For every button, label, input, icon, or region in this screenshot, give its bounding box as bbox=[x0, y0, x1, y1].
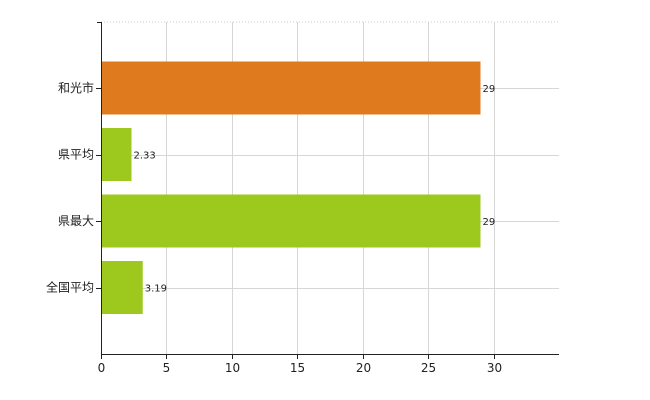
data-label-1: 29 bbox=[482, 84, 495, 95]
x-tick-label-30: 30 bbox=[487, 361, 502, 375]
x-tick-label-15: 15 bbox=[290, 361, 305, 375]
x-tick-label-5: 5 bbox=[163, 361, 171, 375]
x-tick-label-10: 10 bbox=[225, 361, 240, 375]
data-label-2: 2.33 bbox=[133, 151, 155, 162]
category-label-4: 全国平均 bbox=[46, 280, 94, 295]
bar-4 bbox=[101, 261, 143, 314]
data-label-4: 3.19 bbox=[145, 284, 167, 295]
category-label-3: 県最大 bbox=[58, 214, 94, 228]
bar-2 bbox=[101, 128, 132, 181]
grid-lines bbox=[101, 21, 559, 354]
bars bbox=[101, 61, 481, 314]
bar-3 bbox=[101, 194, 481, 248]
category-label-2: 県平均 bbox=[58, 148, 94, 162]
category-label-1: 和光市 bbox=[58, 80, 94, 95]
bar-1 bbox=[101, 61, 481, 115]
axes bbox=[96, 22, 559, 359]
x-tick-label-20: 20 bbox=[356, 361, 371, 375]
x-tick-label-25: 25 bbox=[421, 361, 436, 375]
data-label-3: 29 bbox=[482, 217, 495, 228]
x-tick-label-0: 0 bbox=[98, 361, 106, 375]
